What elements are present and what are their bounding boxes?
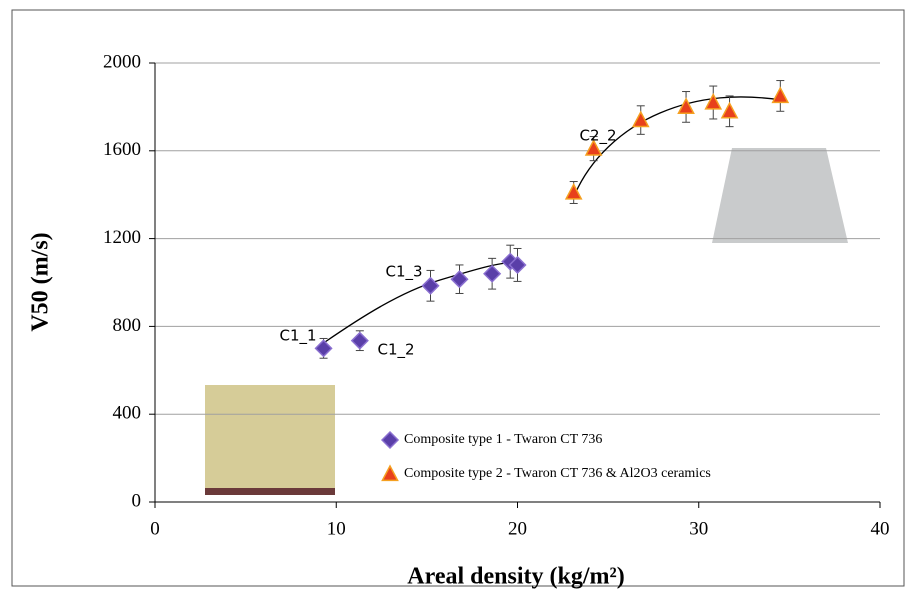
- legend-label: Composite type 2 - Twaron CT 736 & Al2O3…: [404, 466, 711, 481]
- triangle-marker: [771, 86, 790, 104]
- diamond-marker: [483, 264, 502, 283]
- trend-line: [324, 261, 521, 343]
- annotation: C1_3: [385, 263, 422, 282]
- photo-type2: [712, 148, 848, 243]
- triangle-marker: [720, 101, 739, 119]
- x-tick-label: 10: [327, 518, 346, 539]
- triangle-marker: [564, 182, 583, 200]
- photo-edge: [205, 488, 335, 495]
- annotation: C1_1: [279, 327, 316, 346]
- annotation: C2_2: [579, 127, 616, 146]
- triangle-marker: [677, 97, 695, 115]
- diamond-marker: [421, 276, 440, 295]
- x-axis-label: Areal density (kg/m²): [407, 564, 624, 590]
- diamond-marker: [508, 255, 527, 275]
- y-tick-label: 2000: [103, 51, 141, 72]
- y-axis-label: V50 (m/s): [28, 232, 54, 331]
- triangle-marker: [631, 110, 650, 128]
- photo-type1: [205, 385, 335, 495]
- y-tick-label: 1600: [103, 139, 141, 160]
- trend-line: [574, 96, 782, 195]
- y-tick-label: 1200: [103, 227, 141, 248]
- x-tick-label: 40: [871, 518, 890, 539]
- y-tick-label: 400: [113, 403, 142, 424]
- legend-label: Composite type 1 - Twaron CT 736: [404, 432, 602, 447]
- annotation: C1_2: [377, 341, 414, 360]
- y-tick-label: 0: [132, 490, 142, 511]
- x-tick-label: 30: [689, 518, 708, 539]
- x-tick-label: 20: [508, 518, 527, 539]
- diamond-marker: [350, 331, 369, 350]
- diamond-marker: [380, 430, 400, 450]
- triangle-marker: [584, 138, 603, 156]
- frame: [11, 9, 905, 587]
- photos: [205, 148, 848, 495]
- x-tick-label: 0: [150, 518, 160, 539]
- triangle-marker: [381, 464, 399, 482]
- y-tick-label: 800: [113, 315, 142, 336]
- triangle-marker: [704, 92, 723, 110]
- diamond-marker: [314, 339, 333, 358]
- diamond-marker: [450, 270, 469, 289]
